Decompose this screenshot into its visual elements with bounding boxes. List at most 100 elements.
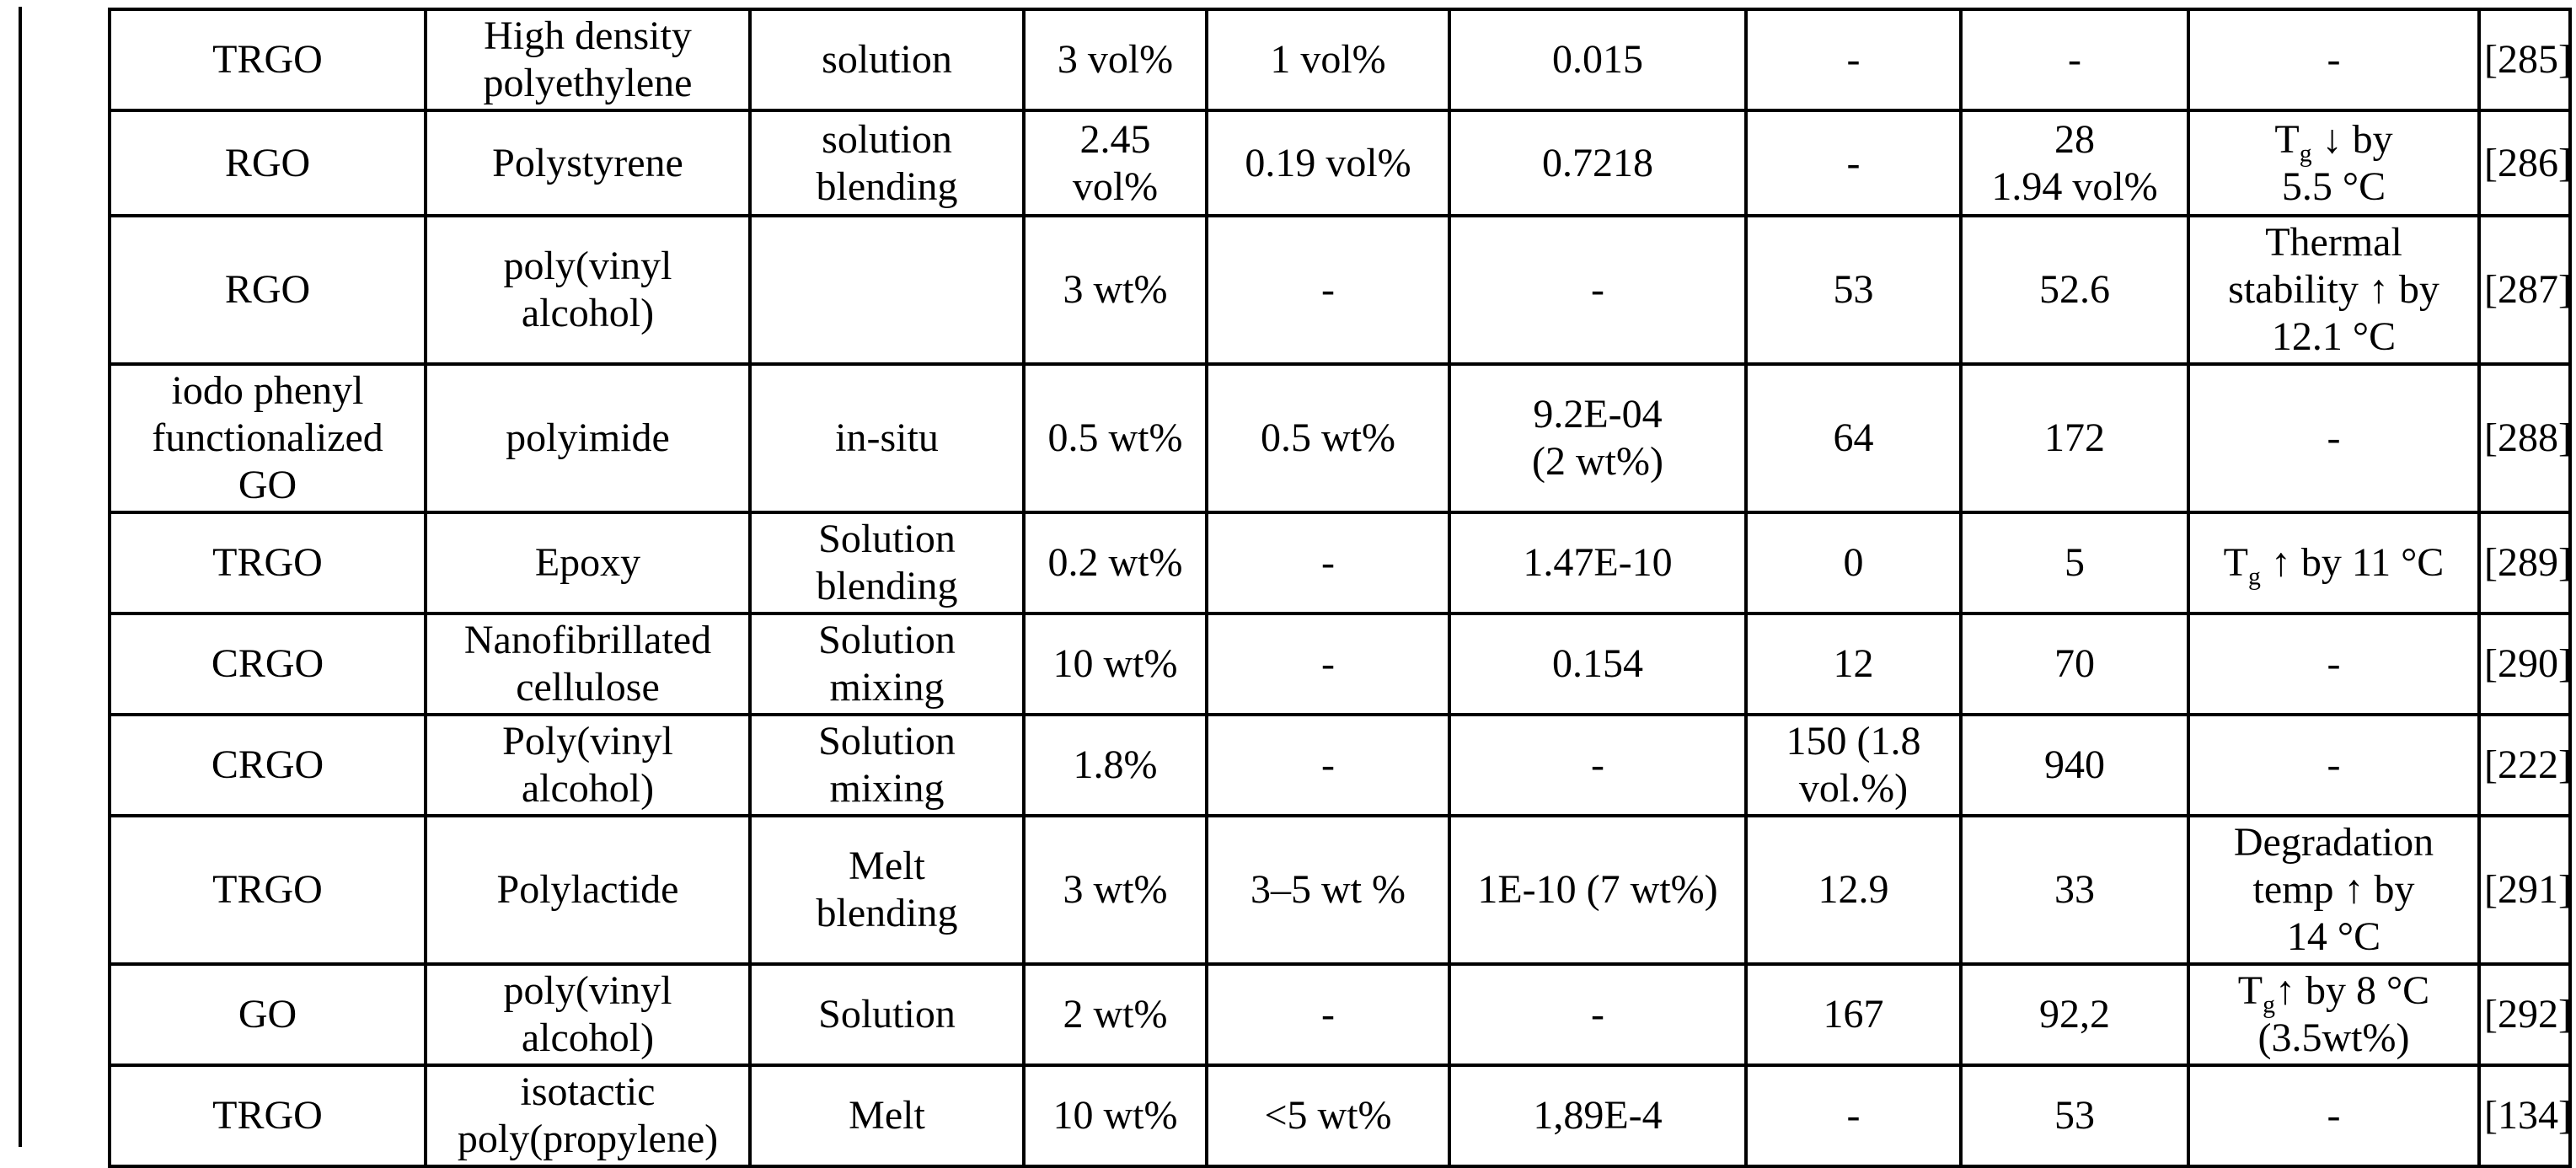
table-cell: 0.5 wt% <box>1022 362 1208 514</box>
table-cell: 12.9 <box>1744 814 1963 966</box>
table-row: GO poly(vinyl alcohol) Solution 2 wt% - -167 9… <box>108 962 2572 1067</box>
table-cell: TRGO <box>108 8 427 112</box>
table-cell: 3 vol% <box>1022 8 1208 112</box>
table-cell: Thermal stability ↑ by 12.1 °C <box>2187 214 2481 366</box>
table-cell: [292] <box>2477 962 2572 1067</box>
table-cell: 5 <box>1959 511 2190 615</box>
table-cell: [222] <box>2477 713 2572 817</box>
table-cell: - <box>1448 214 1748 366</box>
table-cell: solution <box>748 8 1026 112</box>
table-cell: 64 <box>1744 362 1963 514</box>
table-cell <box>748 214 1026 366</box>
table-row: RGO poly(vinyl alcohol) 3 wt% - -53 52.6 Therm… <box>108 214 2572 366</box>
table-cell: TRGO <box>108 814 427 966</box>
table-cell: - <box>1448 962 1748 1067</box>
table-row: RGO Polystyrene solution blending 2.45 vol%… <box>108 109 2572 217</box>
table-cell: Solution mixing <box>748 612 1026 716</box>
table-cell: - <box>1205 713 1451 817</box>
table-cell: polyimide <box>424 362 752 514</box>
table-cell: 28 1.94 vol% <box>1959 109 2190 217</box>
table-cell: 167 <box>1744 962 1963 1067</box>
table-cell: Poly(vinyl alcohol) <box>424 713 752 817</box>
table-cell: - <box>1205 214 1451 366</box>
table-cell: 0.154 <box>1448 612 1748 716</box>
table-cell: Tg ↓ by 5.5 °C <box>2187 109 2481 217</box>
table-cell: 1.47E-10 <box>1448 511 1748 615</box>
table-cell: Tg↑ by 8 °C (3.5wt%) <box>2187 962 2481 1067</box>
table-cell: 52.6 <box>1959 214 2190 366</box>
table-cell: Epoxy <box>424 511 752 615</box>
table-cell: - <box>1205 612 1451 716</box>
table-row: iodo phenyl functionalized GO polyimide in… <box>108 362 2572 514</box>
table-cell: CRGO <box>108 713 427 817</box>
table-cell: 2.45 vol% <box>1022 109 1208 217</box>
table-cell: 53 <box>1744 214 1963 366</box>
table-cell: 940 <box>1959 713 2190 817</box>
table-cell: TRGO <box>108 1064 427 1168</box>
table-cell: iodo phenyl functionalized GO <box>108 362 427 514</box>
table-cell: - <box>2187 362 2481 514</box>
table-cell: GO <box>108 962 427 1067</box>
table-cell: 3 wt% <box>1022 814 1208 966</box>
table-cell: [285] <box>2477 8 2572 112</box>
table-cell: Solution blending <box>748 511 1026 615</box>
table-cell: 2 wt% <box>1022 962 1208 1067</box>
table-cell: 10 wt% <box>1022 1064 1208 1168</box>
table-cell: Polylactide <box>424 814 752 966</box>
table-cell: [286] <box>2477 109 2572 217</box>
table-cell: [288] <box>2477 362 2572 514</box>
table-row: TRGO Polylactide Melt blending 3 wt% 3–5 wt … <box>108 814 2572 966</box>
table-cell: 0.015 <box>1448 8 1748 112</box>
table-cell: TRGO <box>108 511 427 615</box>
table-body: TRGO High density polyethylene solution 3 v… <box>108 8 2572 1168</box>
table-cell: Polystyrene <box>424 109 752 217</box>
table-cell: - <box>1744 1064 1963 1168</box>
table-cell: 0.19 vol% <box>1205 109 1451 217</box>
table-row: CRGO Poly(vinyl alcohol) Solution mixing 1.… <box>108 713 2572 817</box>
table-cell: Melt blending <box>748 814 1026 966</box>
composites-properties-table: TRGO High density polyethylene solution 3 v… <box>108 8 2572 1168</box>
table-cell: [134] <box>2477 1064 2572 1168</box>
table-cell: [290] <box>2477 612 2572 716</box>
table-cell: Solution mixing <box>748 713 1026 817</box>
table-cell: - <box>2187 8 2481 112</box>
table-cell: 172 <box>1959 362 2190 514</box>
table-cell: [287] <box>2477 214 2572 366</box>
table-cell: 3–5 wt % <box>1205 814 1451 966</box>
table-cell: Nanofibrillated cellulose <box>424 612 752 716</box>
table-cell: - <box>1205 962 1451 1067</box>
table-cell: - <box>1744 8 1963 112</box>
table-cell: - <box>1959 8 2190 112</box>
table-cell: - <box>1744 109 1963 217</box>
page-left-border-line <box>19 7 22 1147</box>
table-row: TRGO Epoxy Solution blending 0.2 wt% -1.47E-… <box>108 511 2572 615</box>
table-cell: Melt <box>748 1064 1026 1168</box>
table-cell: RGO <box>108 109 427 217</box>
table-cell: 33 <box>1959 814 2190 966</box>
table-row: TRGO isotactic poly(propylene) Melt 10 wt% <… <box>108 1064 2572 1168</box>
table-cell: poly(vinyl alcohol) <box>424 214 752 366</box>
table-cell: Degradation temp ↑ by 14 °C <box>2187 814 2481 966</box>
table-cell: CRGO <box>108 612 427 716</box>
table-cell: 3 wt% <box>1022 214 1208 366</box>
table-cell: 12 <box>1744 612 1963 716</box>
table-cell: 0.5 wt% <box>1205 362 1451 514</box>
table-cell: - <box>1448 713 1748 817</box>
table-cell: 0 <box>1744 511 1963 615</box>
table-cell: isotactic poly(propylene) <box>424 1064 752 1168</box>
table-row: TRGO High density polyethylene solution 3 v… <box>108 8 2572 112</box>
table-cell: Tg ↑ by 11 °C <box>2187 511 2481 615</box>
table-cell: in-situ <box>748 362 1026 514</box>
table-cell: [291] <box>2477 814 2572 966</box>
table-cell: 10 wt% <box>1022 612 1208 716</box>
table-cell: - <box>2187 713 2481 817</box>
table-cell: 1,89E-4 <box>1448 1064 1748 1168</box>
table-cell: [289] <box>2477 511 2572 615</box>
table-cell: 1E-10 (7 wt%) <box>1448 814 1748 966</box>
table-cell: High density polyethylene <box>424 8 752 112</box>
table-cell: 70 <box>1959 612 2190 716</box>
table-cell: - <box>1205 511 1451 615</box>
table-cell: poly(vinyl alcohol) <box>424 962 752 1067</box>
table-cell: 53 <box>1959 1064 2190 1168</box>
table-cell: 0.7218 <box>1448 109 1748 217</box>
